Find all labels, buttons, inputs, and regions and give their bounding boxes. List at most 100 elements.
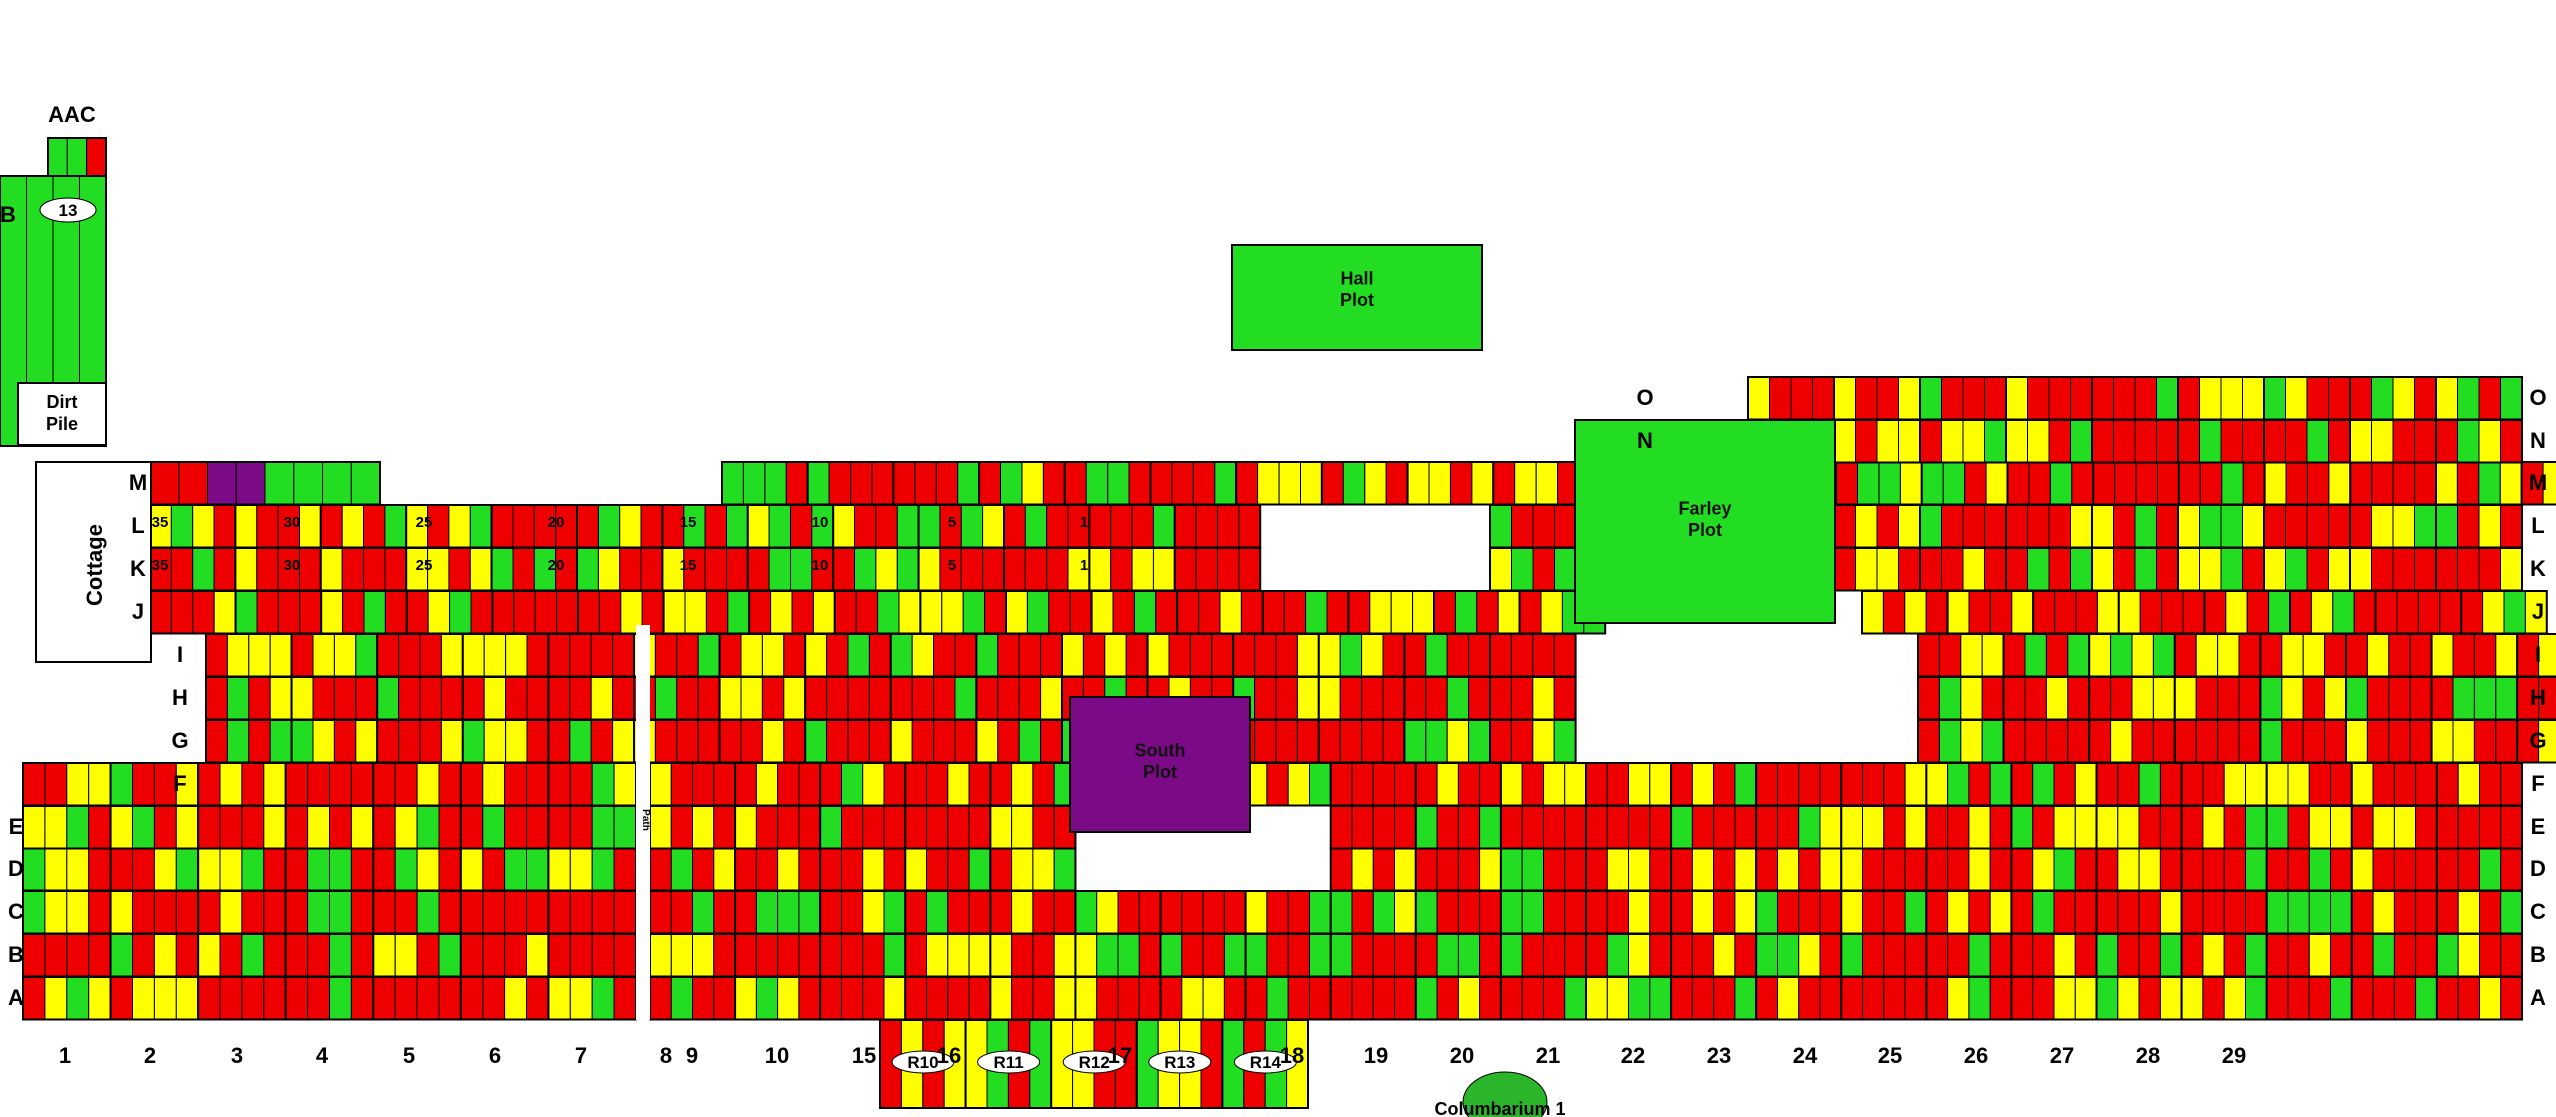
grave-cell-row-e <box>2181 805 2204 849</box>
grave-cell-row-m <box>2499 461 2523 505</box>
grave-cell-row-g <box>1532 719 1555 763</box>
grave-cell-row-i <box>697 633 721 677</box>
grave-cell-row-b <box>2074 933 2098 977</box>
grave-cell-row-l <box>491 504 514 548</box>
grave-cell-row-c <box>2032 890 2055 934</box>
grave-cell-row-l <box>1898 504 1921 548</box>
grave-cell-row-c <box>777 890 800 934</box>
grave-cell-row-j <box>384 590 408 634</box>
grave-cell-row-m <box>2007 461 2030 505</box>
grave-cell-row-f <box>110 762 133 806</box>
grave-cell-row-b <box>1713 933 1736 977</box>
grave-cell-row-j <box>1882 590 1906 634</box>
grave-cell-row-d <box>1883 847 1906 891</box>
grave-cell-row-h <box>2045 676 2069 720</box>
grave-cell-row-a <box>372 976 396 1020</box>
column-label-8: 8 <box>660 1043 672 1068</box>
grave-cell-row-l <box>2091 504 2114 548</box>
grave-cell-row-d <box>2138 847 2161 891</box>
grave-cell-row-h <box>312 676 335 720</box>
map-labels: R10 R11 R12 R13 R14AABBCCDDEEFFGGHHIIJJKKLLM… <box>0 102 2547 1117</box>
grave-cell-row-o <box>2285 376 2308 420</box>
grave-cell-row-e <box>1734 805 1757 849</box>
grave-cell-row-j <box>1968 590 1991 634</box>
grave-cell-row-f <box>2223 762 2246 806</box>
grave-cell-row-m <box>235 461 266 505</box>
grave-cell-row-i <box>1189 633 1213 677</box>
grave-cell-row-i <box>847 633 870 677</box>
grave-cell-row-c <box>2053 890 2076 934</box>
grave-cell-row-d <box>460 847 484 891</box>
grave-cell-row-b <box>241 933 265 977</box>
grave-cell-row-l <box>1941 504 1964 548</box>
grave-cell-row-k <box>1941 547 1964 591</box>
dirt-pile-box <box>17 382 107 446</box>
grave-cell-row-i <box>654 633 678 677</box>
grave-cell-row-e <box>904 805 928 849</box>
grave-cell-row-o <box>2091 376 2114 420</box>
grave-cell-row-j <box>770 590 793 634</box>
grave-cell-row-n <box>2156 419 2179 463</box>
grave-cell-row-g <box>376 719 400 763</box>
grave-cell-row-k <box>1876 547 1899 591</box>
row-label-right-i: I <box>2535 642 2541 667</box>
grave-cell-row-c <box>947 890 970 934</box>
grave-cell-row-i <box>590 633 614 677</box>
grave-cell-row-c <box>1521 890 1544 934</box>
grave-cell-row-o <box>2500 376 2523 420</box>
grave-cell-row-g <box>569 719 592 763</box>
grave-cell-row-d <box>2181 847 2204 891</box>
grave-cell-row-g <box>2195 719 2219 763</box>
grave-cell-row-a <box>1606 976 1630 1020</box>
grave-cell-row-a <box>2330 976 2353 1020</box>
grave-cell-row-f <box>692 762 715 806</box>
grave-cell-row-e <box>947 805 970 849</box>
grave-cell-row-m <box>785 461 809 505</box>
grave-cell-row-g <box>505 719 528 763</box>
grave-cell-row-l <box>1962 504 1985 548</box>
dirt-pile-label: Dirt <box>47 392 78 412</box>
grave-cell-row-f <box>734 762 757 806</box>
grave-cell-row-g <box>2238 719 2261 763</box>
grave-cell-row-d <box>613 847 637 891</box>
grave-cell-row-f <box>613 762 637 806</box>
grave-cell-row-e <box>798 805 821 849</box>
grave-cell-row-a <box>110 976 133 1020</box>
grave-cell-row-l <box>2113 504 2136 548</box>
grave-cell-aac <box>86 137 107 177</box>
grave-cell-row-e <box>285 805 309 849</box>
grave-cell-row-k <box>2414 547 2437 591</box>
grave-cell-row-f <box>713 762 736 806</box>
grave-cell-row-a <box>2096 976 2119 1020</box>
grave-cell-row-m <box>1321 461 1344 505</box>
grave-cell-row-m <box>1021 461 1044 505</box>
grave-cell-row-b <box>2202 933 2225 977</box>
grave-cell-row-k <box>2371 547 2394 591</box>
grave-cell-row-i <box>1468 633 1491 677</box>
grave-cell-row-c <box>1840 890 1864 934</box>
grave-cell-row-i <box>505 633 528 677</box>
grave-cell-row-b <box>1989 933 2012 977</box>
grave-cell-row-o <box>2220 376 2243 420</box>
grave-cell-row-j <box>941 590 964 634</box>
grave-cell-row-i <box>676 633 699 677</box>
grave-cell-row-n <box>1919 419 1942 463</box>
grave-cell-row-n <box>2457 419 2480 463</box>
grave-cell-row-g <box>2281 719 2304 763</box>
grave-cell-row-i <box>355 633 378 677</box>
grave-cell-row-b <box>819 933 843 977</box>
grave-cell-row-m <box>2049 461 2073 505</box>
grave-cell-row-e <box>438 805 462 849</box>
grave-cell-row-i <box>933 633 956 677</box>
grave-cell-row-c <box>1670 890 1693 934</box>
grave-cell-row-d <box>350 847 374 891</box>
grave-cell-row-d <box>713 847 736 891</box>
grave-cell-row-e <box>547 805 571 849</box>
grave-cell-row-b <box>372 933 396 977</box>
grave-cell-row-b <box>263 933 287 977</box>
grave-cell-row-a <box>1925 976 1949 1020</box>
grave-cell-row-a <box>1287 976 1310 1020</box>
grave-cell-row-h <box>1040 676 1063 720</box>
grave-cell-row-k <box>726 547 749 591</box>
grave-cell-row-o <box>1747 376 1770 420</box>
